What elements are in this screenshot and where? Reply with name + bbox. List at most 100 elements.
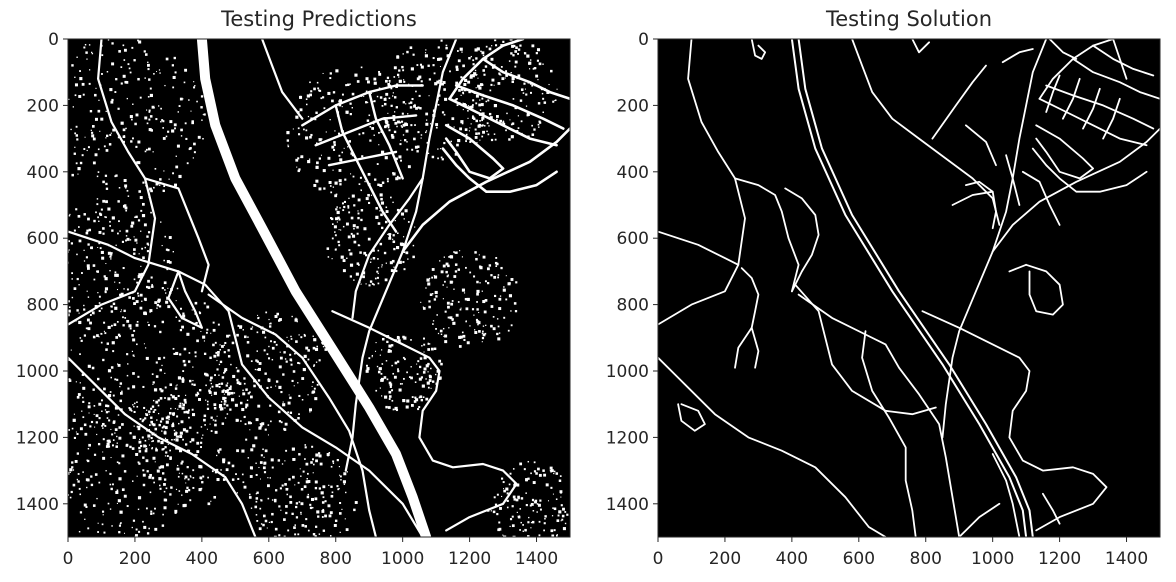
prediction-speckle (550, 470, 552, 473)
prediction-speckle (107, 394, 112, 398)
prediction-speckle (160, 465, 165, 469)
prediction-speckle (182, 359, 186, 363)
prediction-speckle (554, 99, 557, 102)
prediction-speckle (351, 234, 356, 238)
prediction-speckle (86, 290, 88, 292)
prediction-speckle (120, 82, 123, 85)
prediction-speckle (50, 282, 52, 284)
prediction-speckle (123, 48, 127, 52)
prediction-speckle (407, 113, 409, 115)
y-tick-label: 1000 (606, 362, 649, 382)
prediction-speckle (85, 231, 89, 235)
prediction-speckle (472, 104, 474, 106)
prediction-speckle (308, 408, 313, 412)
prediction-speckle (109, 391, 112, 393)
prediction-speckle (385, 206, 388, 209)
prediction-speckle (348, 211, 351, 214)
prediction-speckle (84, 518, 86, 520)
prediction-speckle (184, 68, 188, 72)
prediction-speckle (481, 51, 485, 55)
prediction-speckle (82, 471, 84, 473)
prediction-speckle (153, 325, 157, 328)
prediction-speckle (258, 466, 260, 469)
prediction-speckle (173, 438, 176, 441)
prediction-speckle (346, 257, 348, 259)
prediction-speckle (175, 438, 179, 442)
prediction-speckle (101, 410, 103, 412)
prediction-speckle (398, 260, 402, 264)
prediction-speckle (159, 388, 162, 391)
prediction-speckle (538, 534, 541, 537)
prediction-speckle (182, 370, 185, 373)
prediction-speckle (461, 51, 463, 53)
prediction-speckle (271, 346, 275, 350)
prediction-speckle (227, 349, 230, 352)
prediction-speckle (210, 332, 212, 334)
prediction-speckle (98, 230, 102, 234)
prediction-speckle (447, 316, 450, 319)
prediction-speckle (179, 328, 183, 332)
prediction-speckle (423, 343, 426, 346)
prediction-speckle (340, 229, 342, 231)
prediction-speckle (356, 80, 360, 83)
prediction-speckle (111, 252, 113, 254)
prediction-speckle (235, 367, 238, 369)
prediction-speckle (187, 360, 191, 363)
road-segment (481, 57, 570, 101)
prediction-speckle (72, 483, 76, 487)
prediction-speckle (150, 189, 153, 193)
prediction-speckle (122, 74, 126, 78)
prediction-speckle (193, 142, 196, 146)
prediction-speckle (412, 244, 415, 247)
prediction-speckle (125, 444, 129, 447)
prediction-speckle (60, 490, 62, 492)
prediction-speckle (381, 104, 384, 107)
prediction-speckle (407, 221, 410, 223)
road-segment (951, 190, 994, 206)
prediction-speckle (443, 113, 446, 116)
prediction-speckle (425, 130, 428, 132)
prediction-speckle (194, 301, 198, 305)
prediction-speckle (539, 539, 540, 540)
prediction-speckle (405, 103, 407, 105)
prediction-speckle (188, 352, 191, 354)
x-tick-label: 200 (119, 549, 151, 569)
prediction-speckle (340, 479, 342, 481)
prediction-speckle (481, 332, 484, 335)
prediction-speckle (552, 507, 554, 509)
prediction-speckle (436, 369, 440, 373)
prediction-speckle (133, 425, 135, 427)
road-segment (958, 502, 1001, 537)
prediction-speckle (283, 428, 287, 431)
prediction-speckle (210, 430, 213, 432)
prediction-speckle (55, 288, 56, 289)
prediction-speckle (481, 135, 484, 138)
road-segment (921, 310, 1108, 532)
prediction-speckle (83, 503, 87, 507)
prediction-speckle (260, 454, 263, 457)
prediction-speckle (456, 50, 459, 52)
prediction-speckle (103, 321, 106, 324)
prediction-speckle (255, 462, 257, 464)
prediction-speckle (517, 48, 521, 51)
prediction-speckle (301, 524, 305, 527)
prediction-speckle (449, 280, 453, 284)
prediction-speckle (505, 275, 507, 277)
prediction-speckle (203, 414, 207, 418)
prediction-speckle (508, 294, 513, 298)
prediction-speckle (501, 77, 505, 81)
road-segment (1008, 263, 1027, 273)
prediction-speckle (201, 437, 203, 439)
prediction-speckle (386, 180, 389, 183)
road-mask (658, 39, 1160, 537)
prediction-speckle (388, 398, 391, 400)
prediction-speckle (148, 527, 150, 530)
prediction-speckle (454, 270, 458, 273)
prediction-speckle (564, 511, 567, 513)
prediction-speckle (214, 423, 217, 427)
prediction-speckle (538, 473, 542, 477)
prediction-speckle (497, 337, 501, 341)
prediction-speckle (159, 420, 163, 423)
prediction-speckle (474, 48, 478, 52)
prediction-speckle (309, 506, 313, 510)
